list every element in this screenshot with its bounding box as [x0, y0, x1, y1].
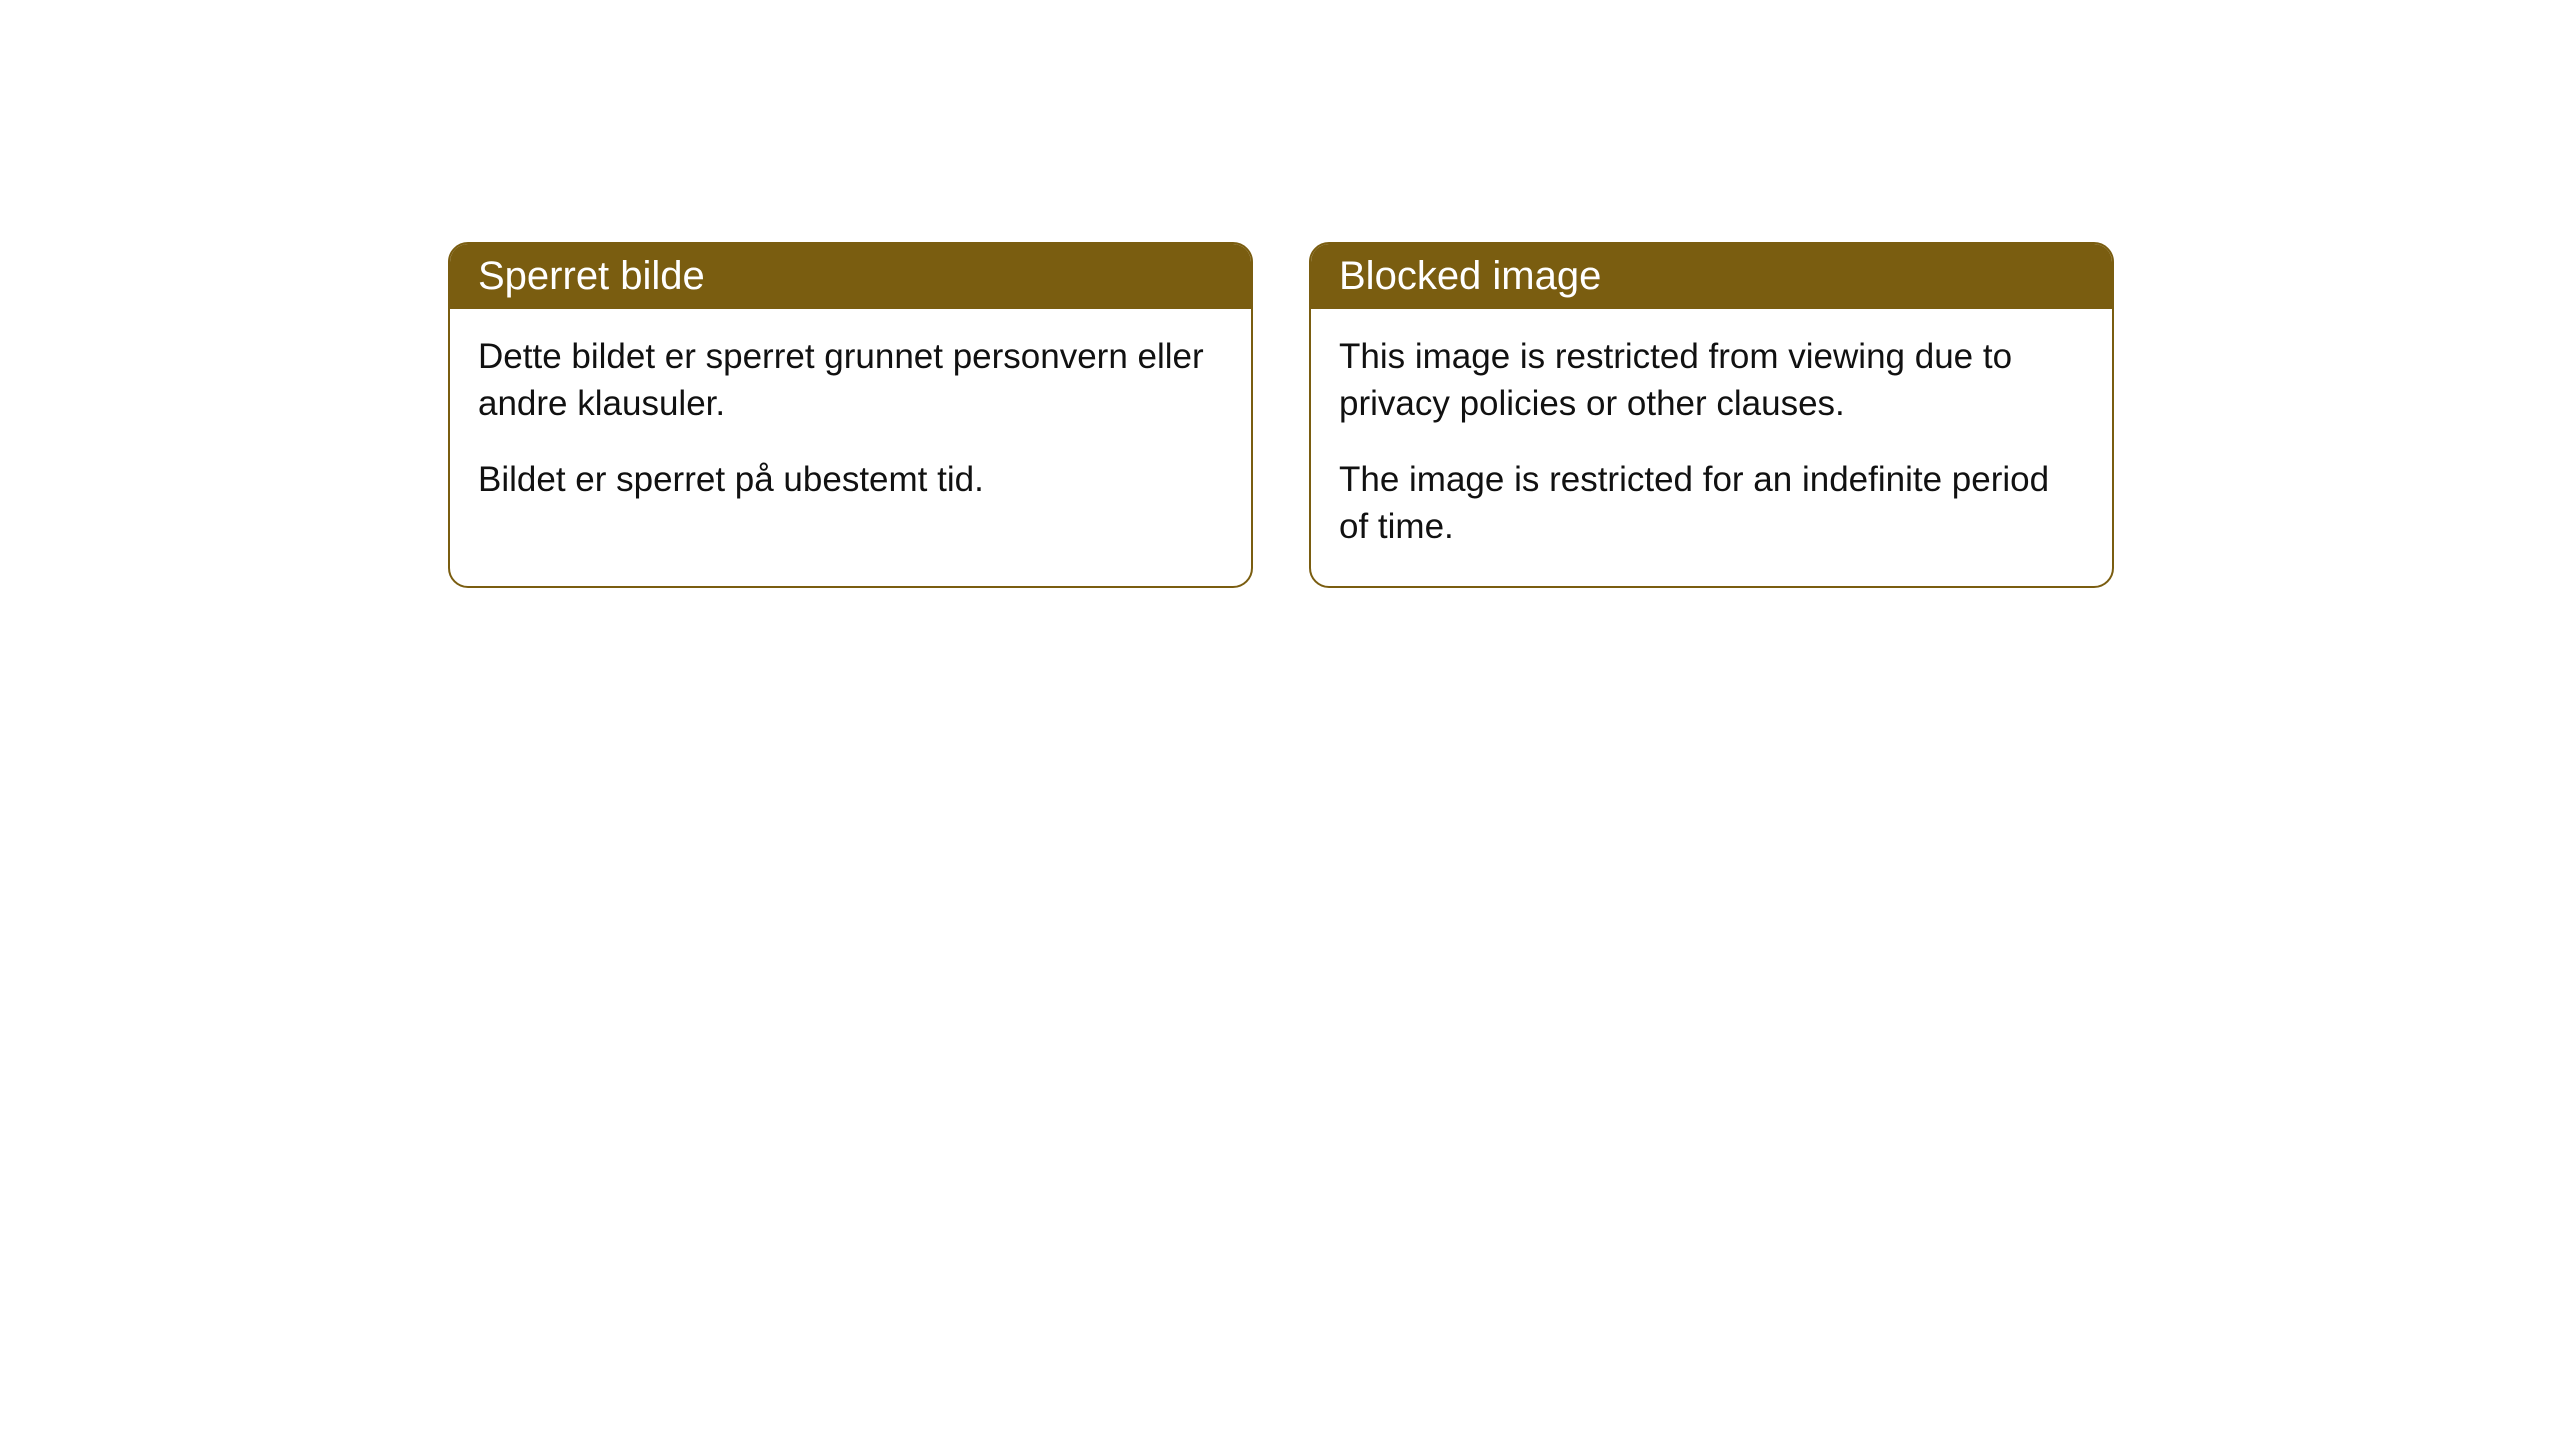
card-paragraph-en-2: The image is restricted for an indefinit…	[1339, 456, 2084, 551]
card-paragraph-no-2: Bildet er sperret på ubestemt tid.	[478, 456, 1223, 503]
card-title-no: Sperret bilde	[450, 244, 1251, 309]
card-body-no: Dette bildet er sperret grunnet personve…	[450, 309, 1251, 539]
blocked-image-card-no: Sperret bilde Dette bildet er sperret gr…	[448, 242, 1253, 588]
card-container: Sperret bilde Dette bildet er sperret gr…	[0, 0, 2560, 588]
blocked-image-card-en: Blocked image This image is restricted f…	[1309, 242, 2114, 588]
card-body-en: This image is restricted from viewing du…	[1311, 309, 2112, 586]
card-paragraph-no-1: Dette bildet er sperret grunnet personve…	[478, 333, 1223, 428]
card-paragraph-en-1: This image is restricted from viewing du…	[1339, 333, 2084, 428]
card-title-en: Blocked image	[1311, 244, 2112, 309]
